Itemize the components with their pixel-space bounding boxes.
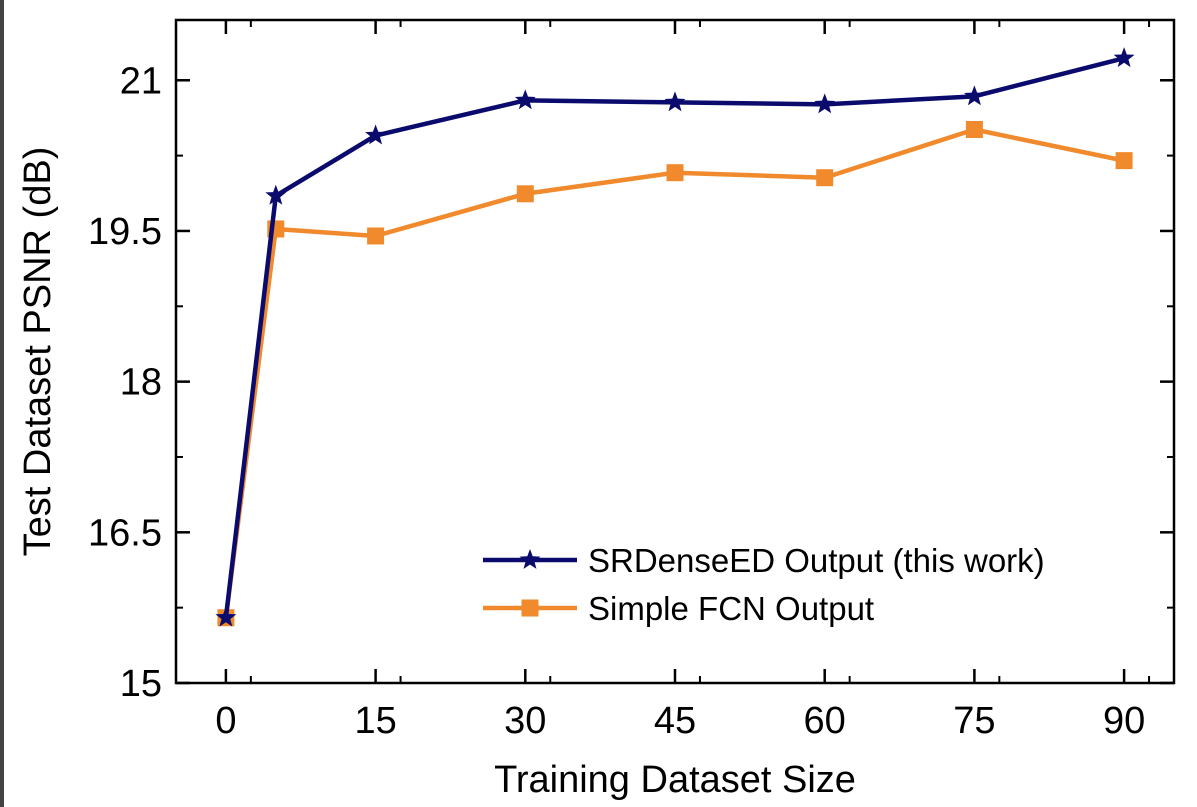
star-marker <box>265 184 287 205</box>
y-tick-label: 16.5 <box>88 512 162 554</box>
series-srdenseed <box>215 47 1135 627</box>
x-tick-label: 75 <box>953 700 995 742</box>
square-marker <box>367 227 385 245</box>
star-marker <box>215 606 237 627</box>
x-tick-label: 15 <box>354 700 396 742</box>
x-tick-label: 90 <box>1103 700 1145 742</box>
star-marker <box>814 93 836 114</box>
legend-square-marker <box>521 599 539 617</box>
y-tick-label: 15 <box>120 663 162 705</box>
legend-label: Simple FCN Output <box>588 590 874 627</box>
star-marker <box>664 91 686 112</box>
square-marker <box>965 120 983 138</box>
series-simple-fcn <box>217 120 1133 627</box>
star-marker <box>1113 47 1135 68</box>
star-marker <box>963 85 985 106</box>
square-marker <box>816 169 834 187</box>
legend-star-marker <box>519 549 541 569</box>
x-tick-label: 45 <box>654 700 696 742</box>
x-axis-label: Training Dataset Size <box>494 759 856 801</box>
y-axis-label: Test Dataset PSNR (dB) <box>17 147 59 557</box>
left-edge-border <box>0 0 4 807</box>
plot-frame <box>174 18 1176 685</box>
legend-label: SRDenseED Output (this work) <box>588 542 1045 579</box>
square-marker <box>1115 152 1133 170</box>
legend: SRDenseED Output (this work) Simple FCN O… <box>483 542 1045 627</box>
square-marker <box>516 185 534 203</box>
y-tick-label: 18 <box>120 362 162 404</box>
series-line <box>223 55 1125 618</box>
axis-ticks: 0 15 30 45 60 75 90 15 16.5 18 19.5 21 <box>88 20 1174 742</box>
star-marker <box>365 124 387 145</box>
series-line <box>223 127 1125 618</box>
y-tick-label: 21 <box>120 60 162 102</box>
star-marker <box>514 89 536 110</box>
y-tick-label: 19.5 <box>88 211 162 253</box>
square-marker <box>666 164 684 182</box>
x-tick-label: 60 <box>804 700 846 742</box>
plot-marks <box>215 47 1135 627</box>
x-tick-label: 30 <box>504 700 546 742</box>
x-tick-label: 0 <box>215 700 236 742</box>
legend-entry: Simple FCN Output <box>483 590 874 627</box>
legend-entry: SRDenseED Output (this work) <box>483 542 1045 579</box>
